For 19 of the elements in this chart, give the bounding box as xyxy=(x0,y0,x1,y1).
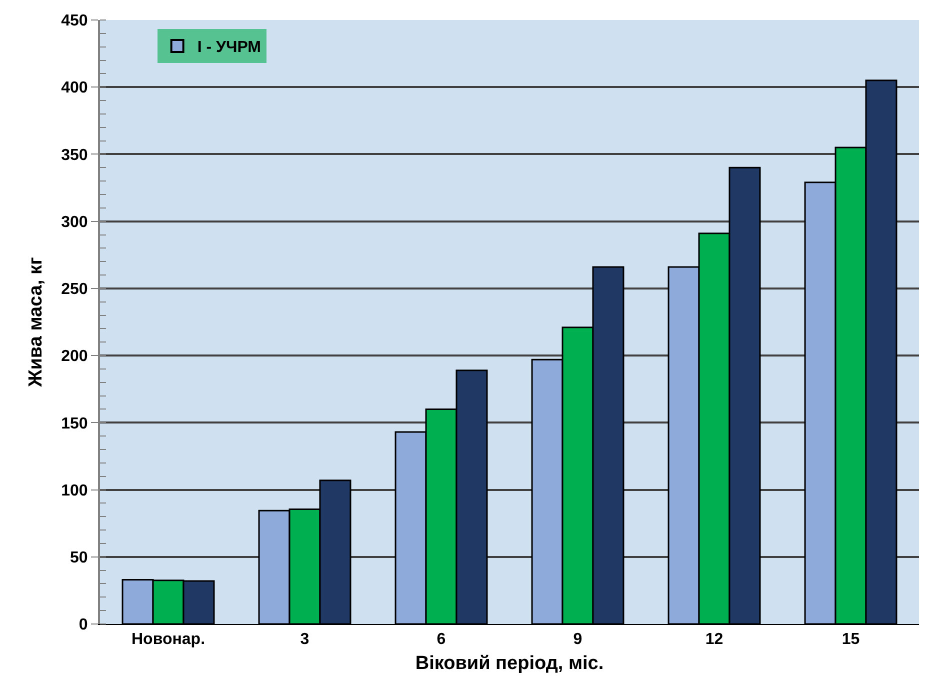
x-tick-label: 15 xyxy=(842,631,860,648)
y-tick-label: 0 xyxy=(78,616,88,634)
y-tick-label: 250 xyxy=(61,281,88,298)
y-tick-label: 200 xyxy=(61,348,88,366)
x-tick-label: 3 xyxy=(300,631,310,648)
y-tick-label: 450 xyxy=(61,12,88,30)
x-tick-label: 9 xyxy=(573,631,582,648)
y-axis-title: Жива маса, кг xyxy=(25,257,46,388)
y-tick-label: 300 xyxy=(61,214,88,231)
y-tick-label: 50 xyxy=(70,549,88,566)
x-tick-label: Новонар. xyxy=(131,631,206,648)
x-axis-title: Віковий період, міс. xyxy=(415,653,604,674)
x-tick-label: 6 xyxy=(436,631,446,648)
legend-label: І - УЧРМ xyxy=(197,39,261,56)
x-tick-label: 12 xyxy=(705,631,724,648)
y-tick-label: 150 xyxy=(61,415,88,432)
y-tick-label: 350 xyxy=(61,146,88,164)
y-tick-label: 400 xyxy=(61,80,88,97)
y-tick-label: 100 xyxy=(61,482,88,500)
